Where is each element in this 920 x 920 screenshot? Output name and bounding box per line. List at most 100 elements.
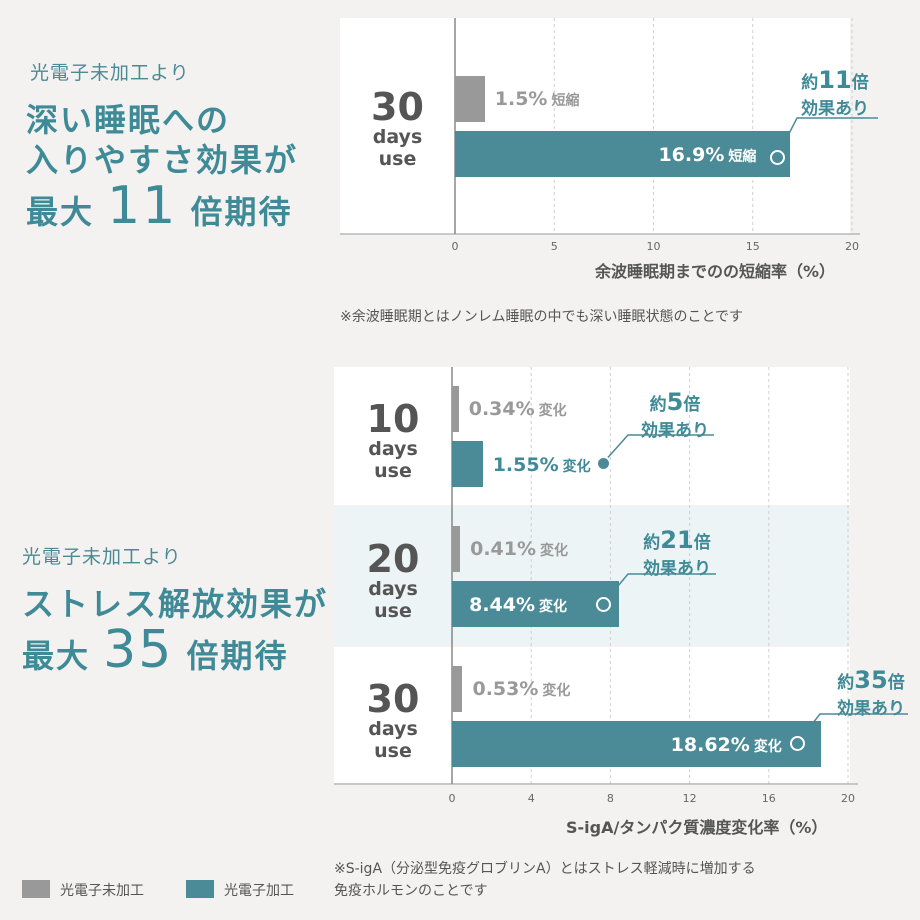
chart2-callout-10days-post: 倍 xyxy=(683,395,701,415)
chart1-bar-treated xyxy=(455,131,791,177)
top-headline: 深い睡眠への 入りやすさ効果が 最大 11 倍期待 xyxy=(26,100,298,232)
chart2-label-untreated-suffix: 変化 xyxy=(540,543,569,559)
chart2-x-tick: 16 xyxy=(761,792,776,805)
chart2-category-30days: 30 days use xyxy=(334,680,452,762)
chart2-callout-10days-number: 5 xyxy=(666,388,684,416)
bottom-headline-line2: 最大 35 倍期待 xyxy=(22,624,328,676)
chart2-category-30days-use: use xyxy=(374,740,412,762)
chart2-callout-20days-number: 21 xyxy=(660,526,694,554)
chart1-x-axis-title: 余波睡眠期までのの短縮率（%） xyxy=(595,262,836,281)
top-headline-number: 11 xyxy=(107,176,178,236)
chart1-x-tick: 10 xyxy=(646,240,661,253)
chart2-category-20days-number: 20 xyxy=(366,537,420,581)
chart2-bar-treated-20days xyxy=(452,581,620,627)
chart2-callout-30days-number: 35 xyxy=(854,666,888,694)
chart2-band-10days xyxy=(334,367,850,505)
chart2-category-20days: 20 days use xyxy=(334,540,452,622)
chart1-callout-leader-line xyxy=(776,117,878,158)
chart2-label-untreated-value: 0.53% xyxy=(472,678,539,700)
chart2-callout-20days-leader xyxy=(602,573,716,605)
legend-swatch-treated xyxy=(186,880,214,898)
chart2-category-10days: 10 days use xyxy=(334,400,452,482)
chart2-callout-30days-pre: 約 xyxy=(837,673,855,693)
chart2-category-10days-use: use xyxy=(374,460,412,482)
bottom-headline: ストレス解放効果が 最大 35 倍期待 xyxy=(22,584,328,676)
chart1-callout-dot xyxy=(770,150,785,165)
chart1-x-tick: 5 xyxy=(550,240,558,253)
chart1-callout-pre: 約 xyxy=(801,73,819,93)
legend-label-untreated: 光電子未加工 xyxy=(60,883,144,899)
top-headline-line3: 最大 11 倍期待 xyxy=(26,180,298,232)
chart2-label-untreated-suffix: 変化 xyxy=(538,403,567,419)
chart2-bar-untreated-20days xyxy=(452,526,461,572)
chart1-category-number: 30 xyxy=(371,85,424,129)
chart2-category-30days-number: 30 xyxy=(366,677,420,721)
chart2-footnote-line1: ※S-igA（分泌型免疫グロブリンA）とはストレス軽減時に増加する xyxy=(334,861,756,877)
chart1-category-label: 30 days use xyxy=(340,88,455,170)
chart2-bar-treated-10days xyxy=(452,441,483,487)
chart2-label-untreated-suffix: 変化 xyxy=(542,683,571,699)
chart1-label-treated-suffix: 短縮 xyxy=(728,149,757,165)
chart1-label-untreated-value: 1.5% xyxy=(494,88,548,110)
chart2-category-10days-number: 10 xyxy=(366,397,420,441)
chart2-category-20days-use: use xyxy=(374,600,412,622)
bottom-headline-pre: 最大 xyxy=(22,637,91,675)
chart1-callout-post: 倍 xyxy=(851,73,869,93)
chart2-label-treated-value: 1.55% xyxy=(492,454,559,476)
chart2-category-30days-days: days xyxy=(368,718,418,740)
chart1-label-treated: 16.9% 短縮 xyxy=(658,144,756,166)
chart2-callout-20days-dot xyxy=(596,597,611,612)
chart2-label-treated-20days: 8.44% 変化 xyxy=(469,594,567,616)
chart2-footnote: ※S-igA（分泌型免疫グロブリンA）とはストレス軽減時に増加する 免疫ホルモン… xyxy=(334,858,756,902)
chart2-x-tick: 8 xyxy=(606,792,614,805)
legend-swatch-untreated xyxy=(22,880,50,898)
chart2-category-10days-days: days xyxy=(368,438,418,460)
chart1-label-untreated: 1.5% 短縮 xyxy=(495,88,580,110)
chart2-x-tick: 12 xyxy=(682,792,697,805)
chart1-x-tick: 20 xyxy=(845,240,859,253)
top-subtitle: 光電子未加工より xyxy=(30,62,190,84)
chart2-callout-10days-leader xyxy=(602,434,714,464)
chart2-x-tick: 20 xyxy=(841,792,855,805)
chart2-label-treated-suffix: 変化 xyxy=(562,459,591,475)
chart1-plot-background xyxy=(340,18,850,234)
bottom-headline-post: 倍期待 xyxy=(186,637,289,675)
chart2-label-untreated-value: 0.34% xyxy=(468,398,535,420)
bottom-subtitle: 光電子未加工より xyxy=(22,546,182,568)
top-headline-line2: 入りやすさ効果が xyxy=(26,141,299,179)
chart2-callout-10days-line2: 効果あり xyxy=(641,421,709,441)
chart2-footnote-line2: 免疫ホルモンのことです xyxy=(334,883,488,899)
chart2-label-treated-10days: 1.55% 変化 xyxy=(493,454,591,476)
chart2-callout-20days-post: 倍 xyxy=(693,533,711,553)
chart1-bar-untreated xyxy=(455,76,485,122)
chart1-category-use: use xyxy=(378,148,417,170)
chart2-label-treated-suffix: 変化 xyxy=(753,739,782,755)
chart1-callout: 約11倍 効果あり xyxy=(790,66,880,119)
chart2-bar-untreated-10days xyxy=(452,386,459,432)
chart2-label-untreated-value: 0.41% xyxy=(470,538,537,560)
chart1-callout-number: 11 xyxy=(818,66,852,94)
chart2-bar-untreated-30days xyxy=(452,666,463,712)
chart2-x-axis-title: S-igA/タンパク質濃度変化率（%） xyxy=(566,818,828,837)
chart2-callout-10days-pre: 約 xyxy=(649,395,667,415)
top-headline-line1: 深い睡眠への xyxy=(26,101,231,139)
chart2-callout-10days-dot xyxy=(596,456,611,471)
top-headline-post: 倍期待 xyxy=(190,193,293,231)
chart1-callout-line2: 効果あり xyxy=(801,99,869,119)
chart1-x-tick: 15 xyxy=(745,240,760,253)
chart2-label-treated-value: 18.62% xyxy=(670,734,750,756)
chart2-callout-30days-dot xyxy=(790,736,805,751)
chart2-callout-10days: 約5倍 効果あり xyxy=(630,388,720,441)
chart2-label-untreated-10days: 0.34% 変化 xyxy=(469,398,567,420)
chart1-x-tick: 0 xyxy=(451,240,459,253)
top-headline-pre: 最大 xyxy=(26,193,95,231)
chart1-category-days: days xyxy=(372,126,423,148)
chart1-label-untreated-suffix: 短縮 xyxy=(551,93,580,109)
chart2-label-untreated-30days: 0.53% 変化 xyxy=(472,678,570,700)
chart1-footnote: ※余波睡眠期とはノンレム睡眠の中でも深い睡眠状態のことです xyxy=(340,309,744,325)
bottom-headline-number: 35 xyxy=(103,620,174,680)
chart2-label-treated-value: 8.44% xyxy=(469,594,536,616)
